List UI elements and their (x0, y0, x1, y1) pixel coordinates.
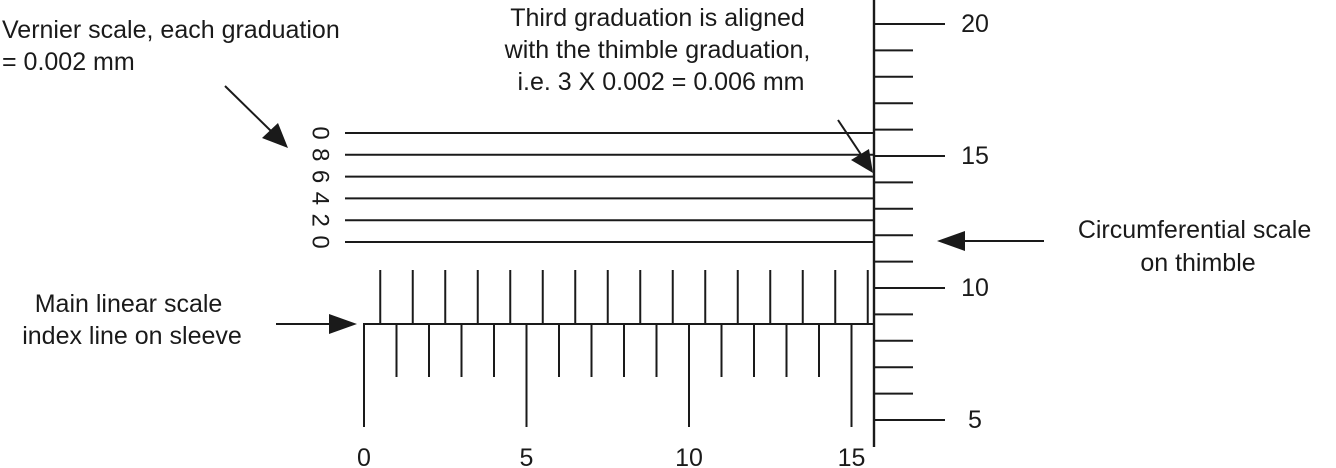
main-scale-label-line-2: index line on sleeve (22, 322, 242, 350)
thimble-label-5: 5 (968, 406, 982, 434)
main-scale-labels: 0 5 10 15 (357, 444, 865, 468)
main-scale-arrowhead-icon (329, 314, 357, 334)
aligned-label-line-1: Third graduation is aligned (510, 4, 805, 32)
vernier-label-1: 8 (307, 148, 334, 161)
circumferential-label-line-1: Circumferential scale (1078, 216, 1311, 244)
vernier-arrow (224, 85, 288, 148)
thimble-scale-labels: 20 15 10 5 (961, 10, 989, 434)
vernier-scale-labels: 0 8 6 4 2 0 (307, 126, 334, 248)
vernier-arrowhead-icon (262, 123, 288, 148)
vernier-label: Vernier scale, each graduation = 0.002 m… (2, 16, 347, 76)
circumferential-label: Circumferential scale on thimble (1078, 216, 1318, 277)
vernier-label-3: 4 (307, 192, 334, 205)
vernier-label-line-2: = 0.002 mm (2, 48, 135, 76)
main-scale-ticks (363, 270, 869, 427)
aligned-label: Third graduation is aligned with the thi… (504, 4, 818, 96)
circumferential-arrowhead-icon (937, 231, 965, 251)
aligned-arrowhead-icon (851, 149, 873, 173)
circumferential-arrow (937, 231, 1044, 251)
vernier-scale (345, 132, 874, 243)
main-scale-arrow (276, 314, 357, 334)
circumferential-label-line-2: on thimble (1140, 249, 1255, 277)
thimble-scale-ticks (874, 23, 945, 421)
vernier-label-line-1: Vernier scale, each graduation (2, 16, 340, 44)
thimble-label-15: 15 (961, 142, 989, 170)
aligned-arrow (837, 119, 873, 173)
vernier-label-2: 6 (307, 170, 334, 183)
main-scale-label-5: 5 (520, 444, 534, 468)
aligned-label-line-2: with the thimble graduation, (504, 36, 811, 64)
vernier-label-5: 0 (307, 235, 334, 248)
vernier-label-4: 2 (307, 214, 334, 227)
main-scale-label-0: 0 (357, 444, 371, 468)
main-scale-label: Main linear scale index line on sleeve (22, 290, 242, 350)
aligned-label-line-3: i.e. 3 X 0.002 = 0.006 mm (518, 68, 805, 96)
thimble-label-20: 20 (961, 10, 989, 38)
main-scale-label-15: 15 (838, 444, 866, 468)
vernier-label-0: 0 (307, 126, 334, 139)
main-scale-label-line-1: Main linear scale (35, 290, 223, 318)
thimble-label-10: 10 (961, 274, 989, 302)
main-scale-label-10: 10 (675, 444, 703, 468)
